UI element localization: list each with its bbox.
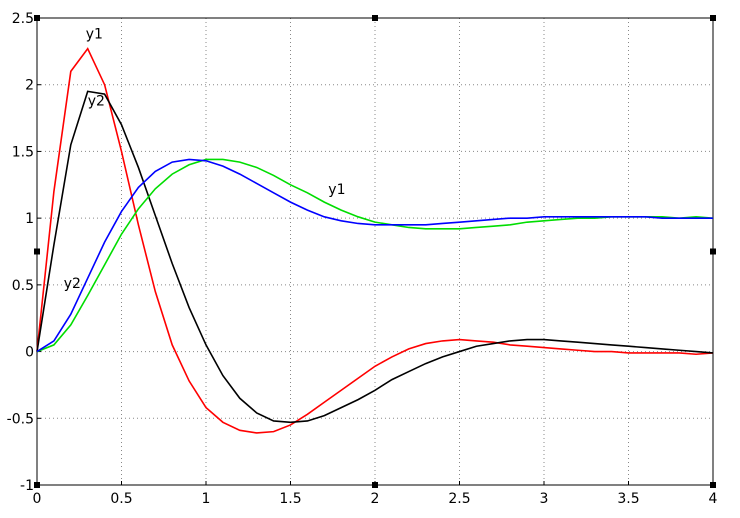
resize-handle bbox=[372, 15, 378, 21]
resize-handle bbox=[710, 15, 716, 21]
resize-handle bbox=[34, 248, 40, 255]
resize-handle bbox=[710, 482, 716, 488]
resize-handle bbox=[34, 15, 40, 21]
x-tick-label: 4 bbox=[709, 491, 718, 507]
x-tick-label: 2 bbox=[371, 491, 380, 507]
series-line bbox=[36, 90, 714, 424]
resize-handle bbox=[372, 482, 378, 488]
y-tick-label: 0.5 bbox=[12, 278, 34, 294]
y-tick-label: -0.5 bbox=[7, 411, 34, 427]
resize-handle bbox=[710, 248, 716, 255]
resize-handle bbox=[34, 482, 40, 488]
x-tick-label: 1 bbox=[202, 491, 211, 507]
y-tick-label: 1 bbox=[25, 211, 34, 227]
series-label: у2 bbox=[64, 276, 81, 292]
series-line bbox=[36, 47, 714, 434]
x-tick-label: 1.5 bbox=[279, 491, 301, 507]
series-line bbox=[36, 158, 714, 353]
y-tick-label: 2.5 bbox=[12, 11, 34, 27]
series-label: у1 bbox=[328, 182, 345, 198]
x-tick-label: 2.5 bbox=[448, 491, 470, 507]
y-tick-label: 0 bbox=[25, 345, 34, 361]
x-tick-label: 3.5 bbox=[617, 491, 639, 507]
x-tick-label: 3 bbox=[540, 491, 549, 507]
x-tick-label: 0 bbox=[33, 491, 42, 507]
y-tick-label: 2 bbox=[25, 78, 34, 94]
series-label: у2 bbox=[88, 93, 105, 109]
x-tick-label: 0.5 bbox=[110, 491, 132, 507]
plot-area bbox=[37, 18, 713, 485]
series-label: у1 bbox=[86, 27, 103, 43]
y-tick-label: -1 bbox=[20, 478, 34, 494]
series-line bbox=[36, 158, 713, 353]
y-tick-label: 1.5 bbox=[12, 144, 34, 160]
